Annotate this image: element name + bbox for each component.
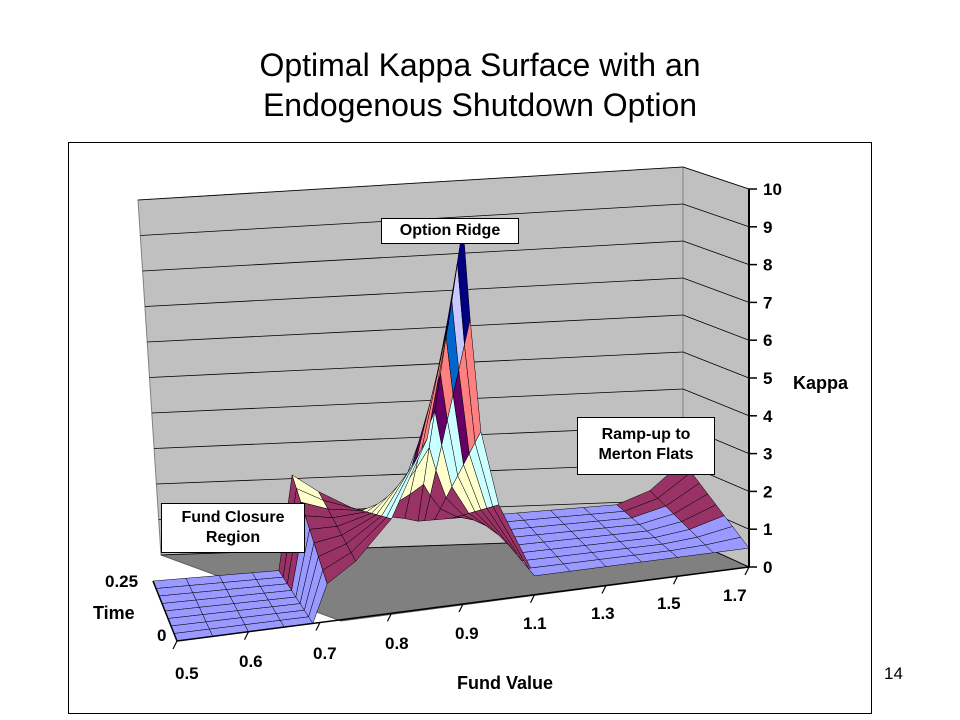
z-tick-label: 4 — [763, 407, 773, 426]
gridline — [142, 240, 684, 272]
x-tick-mark — [243, 631, 250, 641]
surface-patch — [704, 536, 750, 553]
z-tick-label: 7 — [763, 293, 772, 312]
x-tick-label: 1.7 — [723, 586, 747, 605]
gridline — [149, 351, 684, 378]
gridline — [682, 203, 750, 228]
z-tick-label: 3 — [763, 445, 772, 464]
x-tick-mark — [601, 585, 607, 594]
x-tick-mark — [172, 640, 178, 650]
page-number: 14 — [884, 664, 903, 683]
x-tick-label: 0.9 — [455, 624, 479, 643]
surface-chart: 0 1 2 3 4 5 6 7 8 9 10 0.5 0.6 0.7 0.8 0.9 1.1 1.3 1.5 1.7… — [93, 166, 849, 693]
fund-closure-text-2: Region — [205, 529, 261, 546]
x-tick-label: 0.5 — [175, 664, 199, 683]
kappa-surface — [152, 225, 750, 642]
option-ridge-label: Option Ridge — [381, 218, 519, 244]
z-tick-label: 0 — [763, 558, 772, 577]
fund-closure-text-1: Fund Closure — [181, 509, 285, 526]
option-ridge-text: Option Ridge — [399, 222, 501, 239]
y-axis-line — [152, 580, 178, 642]
x-tick-label: 1.1 — [523, 614, 547, 633]
y-tick-label-top: 0.25 — [105, 572, 138, 591]
ramp-up-label: Ramp-up to Merton Flats — [577, 417, 715, 475]
z-tick-label: 9 — [763, 218, 772, 237]
chart-title-line-2: Endogenous Shutdown Option — [262, 87, 698, 123]
z-axis-title: Kappa — [793, 373, 849, 393]
z-axis-ticks: 0 1 2 3 4 5 6 7 8 9 10 — [749, 180, 782, 577]
x-tick-label: 0.6 — [239, 652, 263, 671]
gridline — [682, 277, 750, 303]
x-tick-mark — [672, 575, 679, 585]
z-tick-label: 5 — [763, 369, 772, 388]
x-tick-label: 1.5 — [657, 594, 681, 613]
gridline — [682, 314, 750, 341]
x-tick-mark — [386, 612, 393, 622]
x-tick-label: 0.8 — [385, 634, 409, 653]
z-tick-label: 8 — [763, 256, 772, 275]
ramp-up-text-1: Ramp-up to — [601, 426, 691, 443]
x-tick-mark — [315, 622, 321, 631]
x-tick-label: 1.3 — [591, 604, 615, 623]
x-axis-title: Fund Value — [457, 673, 553, 693]
gridline — [682, 240, 750, 265]
gridline — [137, 166, 684, 201]
gridline — [682, 388, 750, 417]
x-tick-mark — [529, 594, 536, 604]
y-tick-label-bottom: 0 — [157, 626, 166, 645]
x-tick-label: 0.7 — [313, 644, 337, 663]
gridline — [151, 388, 684, 414]
x-tick-mark — [458, 603, 464, 613]
x-tick-mark — [744, 566, 750, 576]
z-tick-label: 10 — [763, 180, 782, 199]
z-tick-label: 1 — [763, 520, 772, 539]
z-tick-label: 2 — [763, 482, 772, 501]
ramp-up-text-2: Merton Flats — [598, 446, 694, 463]
y-axis-title: Time — [93, 603, 135, 623]
gridline — [682, 351, 750, 379]
chart-title-line-1: Optimal Kappa Surface with an — [259, 47, 701, 83]
chart-area: 0 1 2 3 4 5 6 7 8 9 10 0.5 0.6 0.7 0.8 0.9 1.1 1.3 1.5 1.7… — [68, 142, 872, 714]
gridline — [147, 314, 684, 343]
x-axis-ticks: 0.5 0.6 0.7 0.8 0.9 1.1 1.3 1.5 1.7 — [172, 566, 750, 683]
gridline — [144, 277, 684, 307]
gridline — [682, 166, 750, 190]
z-tick-label: 6 — [763, 331, 772, 350]
fund-closure-label: Fund Closure Region — [161, 503, 305, 553]
